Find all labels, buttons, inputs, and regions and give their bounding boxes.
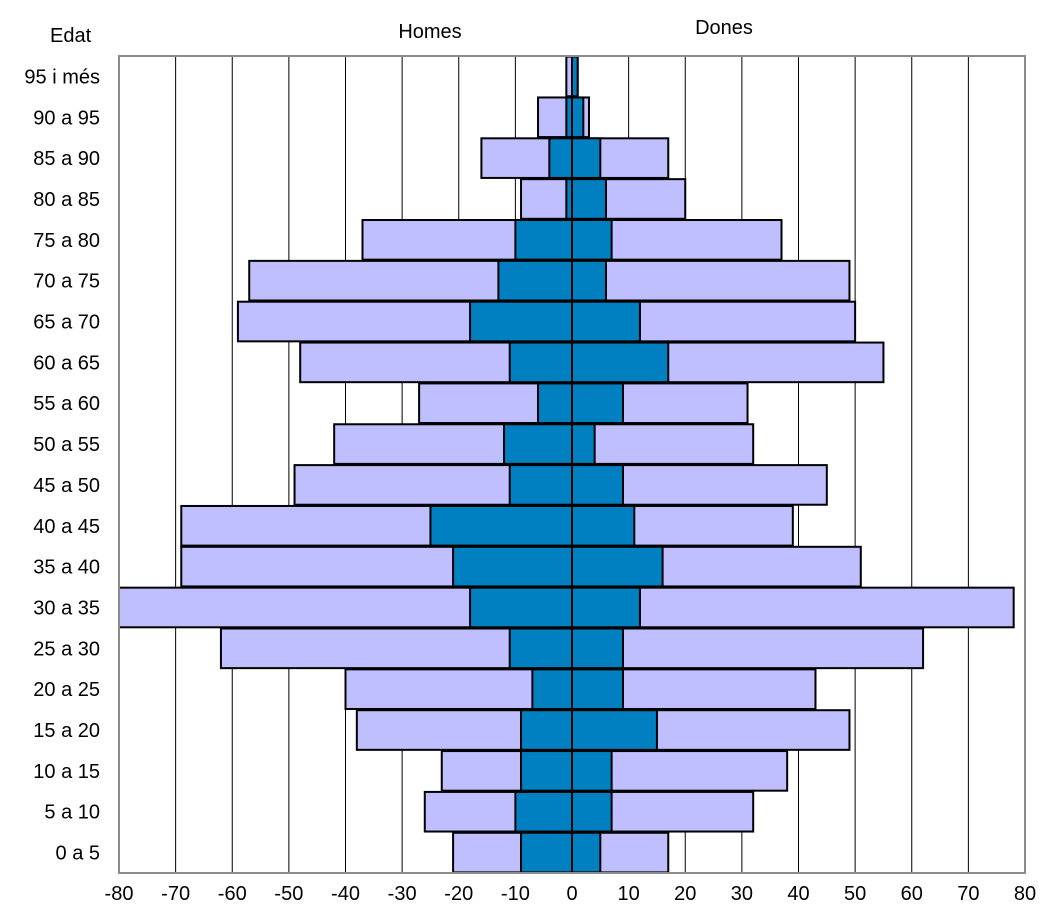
x-tick-label: 30 bbox=[731, 883, 753, 905]
x-tick-label: -50 bbox=[274, 883, 303, 905]
bar-dones-2 bbox=[571, 423, 755, 465]
plot-frame bbox=[118, 55, 1026, 874]
bar-dones-3 bbox=[571, 341, 670, 384]
bar-homes-1 bbox=[508, 464, 573, 506]
age-label: 5 a 10 bbox=[44, 802, 100, 824]
bar-homes-1 bbox=[503, 423, 573, 465]
bar-homes-1 bbox=[508, 627, 573, 670]
bar-dones-2 bbox=[571, 259, 851, 302]
bar-dones-3 bbox=[571, 96, 585, 139]
age-label: 90 a 95 bbox=[33, 107, 100, 129]
age-label: 45 a 50 bbox=[33, 475, 100, 497]
bar-homes-1 bbox=[548, 137, 573, 179]
bar-dones-3 bbox=[571, 586, 641, 629]
bar-dones-3 bbox=[571, 831, 602, 874]
age-label: 15 a 20 bbox=[33, 720, 100, 742]
x-tick-label: -40 bbox=[331, 883, 360, 905]
x-tick-label: 70 bbox=[957, 883, 979, 905]
bar-dones-3 bbox=[571, 137, 602, 179]
bar-homes-1 bbox=[514, 790, 573, 833]
bar-dones-3 bbox=[571, 178, 607, 220]
bar-homes-1 bbox=[537, 382, 574, 425]
x-tick-label: 80 bbox=[1014, 883, 1036, 905]
x-tick-label: -60 bbox=[218, 883, 247, 905]
bar-homes-1 bbox=[531, 668, 573, 710]
age-label: 85 a 90 bbox=[33, 148, 100, 170]
x-tick-label: 0 bbox=[566, 883, 577, 905]
age-label: 50 a 55 bbox=[33, 434, 100, 456]
age-axis-title: Edat bbox=[50, 25, 92, 47]
bar-homes-1 bbox=[520, 831, 573, 874]
bar-homes-1 bbox=[514, 219, 573, 261]
age-label: 0 a 5 bbox=[56, 843, 100, 865]
bar-dones-3 bbox=[571, 382, 624, 425]
bar-homes-1 bbox=[429, 504, 573, 547]
bar-dones-3 bbox=[571, 423, 596, 465]
bar-homes-1 bbox=[508, 341, 573, 384]
bar-homes-0 bbox=[520, 178, 573, 220]
bars bbox=[118, 55, 1015, 874]
x-tick-label: -30 bbox=[388, 883, 417, 905]
bar-dones-3 bbox=[571, 709, 658, 751]
left-title: Homes bbox=[398, 21, 461, 43]
age-label: 40 a 45 bbox=[33, 516, 100, 538]
age-label: 70 a 75 bbox=[33, 271, 100, 293]
bar-homes-1 bbox=[497, 259, 574, 302]
bar-homes-1 bbox=[469, 586, 574, 629]
age-labels: 0 a 5 5 a 10 10 a 15 15 a 20 20 a 25 25 a 30 3… bbox=[24, 66, 100, 864]
age-label: 30 a 35 bbox=[33, 597, 100, 619]
bar-dones-3 bbox=[571, 464, 624, 506]
age-label: 20 a 25 bbox=[33, 679, 100, 701]
age-label: 60 a 65 bbox=[33, 352, 100, 374]
bar-homes-1 bbox=[520, 709, 573, 751]
age-label: 95 i més bbox=[24, 66, 100, 88]
bar-dones-2 bbox=[571, 627, 925, 670]
bar-dones-3 bbox=[571, 790, 613, 833]
age-label: 65 a 70 bbox=[33, 312, 100, 334]
x-tick-label: 50 bbox=[844, 883, 866, 905]
bar-dones-3 bbox=[571, 504, 636, 547]
bar-dones-3 bbox=[571, 627, 624, 670]
age-label: 55 a 60 bbox=[33, 393, 100, 415]
age-label: 75 a 80 bbox=[33, 230, 100, 252]
x-tick-label: -80 bbox=[105, 883, 134, 905]
bar-dones-3 bbox=[571, 668, 624, 710]
x-tick-label: -10 bbox=[501, 883, 530, 905]
bar-dones-2 bbox=[571, 586, 1015, 629]
bar-homes-1 bbox=[520, 750, 573, 792]
bar-dones-3 bbox=[571, 259, 607, 302]
x-tick-label: 10 bbox=[618, 883, 640, 905]
x-tick-label: 20 bbox=[674, 883, 696, 905]
age-label: 80 a 85 bbox=[33, 189, 100, 211]
bar-dones-3 bbox=[571, 545, 664, 588]
x-tick-label: -70 bbox=[161, 883, 190, 905]
x-tick-labels: -80 -70 -60 -50 -40 -30 -20 -10 0 10 20 30 40 50 60 70 8… bbox=[105, 883, 1037, 905]
x-tick-label: 40 bbox=[787, 883, 809, 905]
x-tick-label: 60 bbox=[901, 883, 923, 905]
age-label: 35 a 40 bbox=[33, 557, 100, 579]
bar-dones-3 bbox=[571, 300, 641, 343]
bar-homes-1 bbox=[452, 545, 573, 588]
bar-dones-3 bbox=[571, 219, 613, 261]
bar-dones-3 bbox=[571, 750, 613, 792]
right-title: Dones bbox=[695, 17, 753, 39]
age-label: 25 a 30 bbox=[33, 638, 100, 660]
age-label: 10 a 15 bbox=[33, 761, 100, 783]
x-tick-label: -20 bbox=[444, 883, 473, 905]
bar-homes-1 bbox=[469, 300, 574, 343]
